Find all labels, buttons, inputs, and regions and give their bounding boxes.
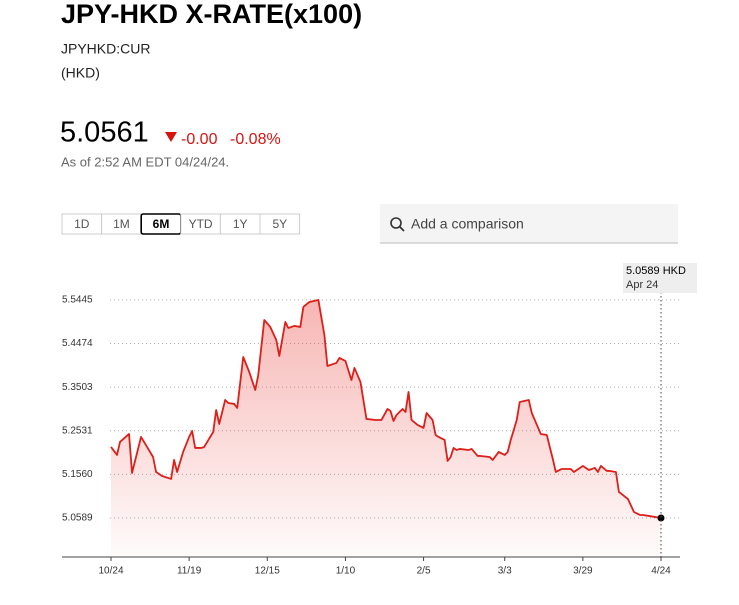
y-tick-label: 5.4474 — [62, 338, 93, 349]
ticker: JPYHKD:CUR — [61, 41, 150, 57]
title: JPY-HKD X-RATE(x100) — [61, 0, 362, 29]
range-label: 5Y — [272, 217, 287, 231]
y-tick-label: 5.2531 — [62, 425, 93, 436]
x-tick-label: 10/24 — [98, 566, 123, 577]
search-icon-handle — [398, 225, 405, 232]
end-dot — [657, 514, 665, 522]
y-tick-label: 5.5445 — [62, 295, 93, 306]
x-tick-label: 2/5 — [417, 566, 431, 577]
currency: (HKD) — [61, 65, 100, 81]
price: 5.0561 — [60, 117, 149, 149]
down-arrow — [165, 132, 177, 142]
chart: 5.0589 5.1560 5.2531 5.3503 5.4474 5.5445 10/2… — [62, 295, 680, 577]
range-label: 1M — [113, 217, 130, 231]
range-button[interactable] — [259, 213, 301, 235]
line — [110, 299, 662, 519]
x-tick-label: 4/24 — [651, 566, 671, 577]
search-placeholder: Add a comparison — [411, 216, 524, 232]
range-label: YTD — [189, 217, 213, 231]
y-tick-label: 5.3503 — [62, 382, 93, 393]
range-label: 1Y — [233, 217, 248, 231]
tooltip-value: 5.0589 HKD — [626, 265, 686, 277]
range-label: 1D — [74, 217, 90, 231]
area — [111, 299, 661, 557]
as-of: As of 2:52 AM EDT 04/24/24. — [61, 154, 229, 169]
x-tick-label: 1/10 — [336, 566, 356, 577]
x-tick-label: 3/3 — [498, 566, 512, 577]
search-box[interactable] — [380, 204, 678, 243]
range-label: 6M — [153, 217, 170, 231]
change: -0.00 — [181, 131, 218, 148]
change-pct: -0.08% — [230, 131, 281, 148]
x-tick-label: 12/15 — [255, 566, 280, 577]
x-tick-label: 3/29 — [573, 566, 593, 577]
y-tick-label: 5.0589 — [62, 513, 93, 524]
search-icon — [390, 217, 402, 229]
x-tick-label: 11/19 — [177, 566, 202, 577]
tooltip-date: Apr 24 — [626, 279, 658, 291]
y-tick-label: 5.1560 — [62, 469, 93, 480]
range-buttons: 1D 1M 6M YTD 1Y 5Y — [61, 213, 301, 235]
tooltip — [623, 263, 697, 293]
